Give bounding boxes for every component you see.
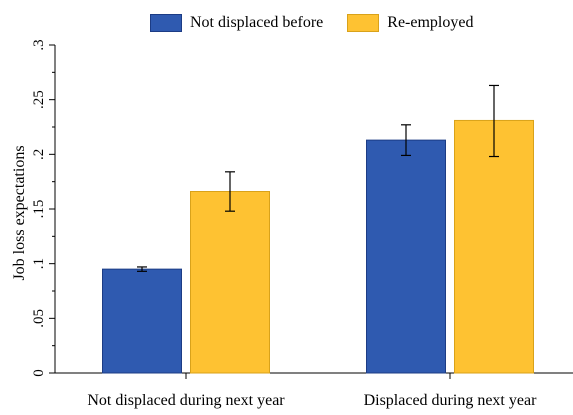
legend-swatch-re-employed	[347, 14, 380, 32]
x-tick-label: Displaced during next year	[364, 392, 538, 409]
error-bars	[137, 84, 499, 272]
bar	[102, 268, 182, 374]
y-tick-label: .1	[31, 258, 47, 269]
y-tick-label: .25	[31, 90, 47, 109]
y-tick-label: .15	[31, 200, 47, 219]
legend-swatch-not-displaced-before	[150, 14, 182, 32]
y-tick-label: .05	[31, 309, 47, 328]
y-tick-label: .3	[31, 39, 47, 50]
legend-label-re-employed: Re-employed	[387, 14, 474, 31]
x-axis: Not displaced during next year Displaced …	[55, 372, 573, 409]
legend: Not displaced before Re-employed	[150, 12, 497, 34]
y-axis-label: Job loss expectations	[11, 145, 28, 280]
bar	[190, 191, 270, 374]
y-tick-label: 0	[31, 369, 47, 377]
y-axis: 0 .05 .1 .15 .2 .25 .3	[31, 39, 56, 377]
legend-item-not-displaced-before: Not displaced before	[150, 14, 323, 32]
legend-item-re-employed: Re-employed	[347, 14, 473, 32]
legend-label-not-displaced-before: Not displaced before	[190, 14, 324, 31]
y-tick-label: .2	[31, 149, 47, 160]
bar	[454, 119, 534, 374]
x-tick-label: Not displaced during next year	[87, 392, 285, 409]
bars	[102, 119, 534, 374]
bar	[366, 139, 446, 374]
